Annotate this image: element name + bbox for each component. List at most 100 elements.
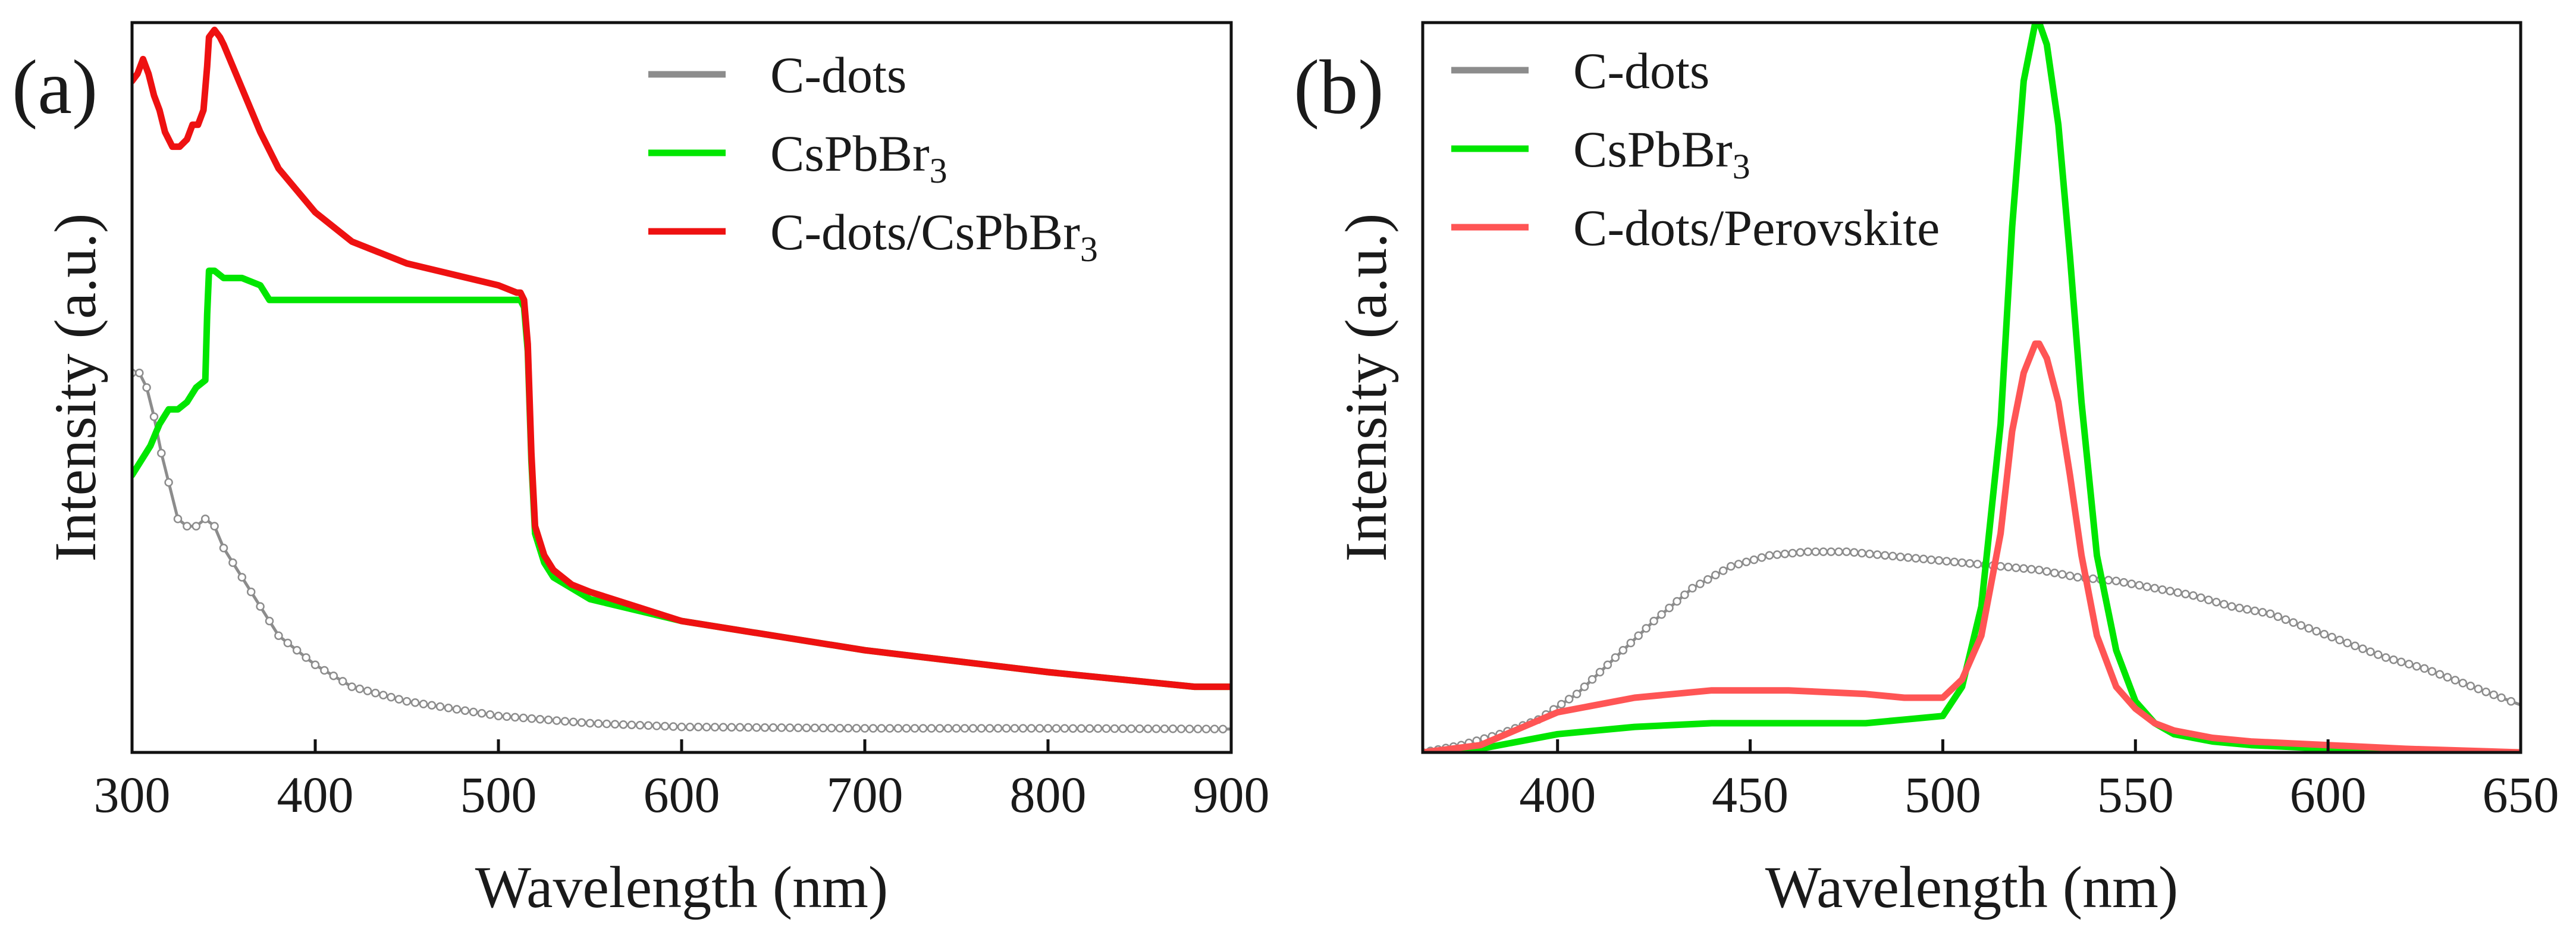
data-point [402, 697, 412, 706]
data-point [2420, 664, 2429, 673]
data-point [320, 666, 329, 675]
data-point [1201, 724, 1211, 733]
data-point [200, 515, 210, 523]
data-point [652, 721, 661, 730]
data-point [1151, 724, 1161, 733]
legend-label: C-dots [1573, 42, 1709, 99]
data-point [210, 522, 219, 531]
data-point [1127, 724, 1136, 733]
data-point [1780, 550, 1790, 559]
x-tick-label: 300 [94, 766, 171, 823]
data-point [1934, 556, 1944, 565]
x-tick-label: 450 [1712, 766, 1789, 823]
data-point [2474, 685, 2483, 694]
data-point [1018, 724, 1028, 733]
series-c-dots-perovskite [1423, 340, 2521, 752]
data-point [1881, 551, 1890, 560]
data-point [843, 724, 853, 733]
data-point [1085, 724, 1094, 733]
data-point [1603, 660, 1612, 670]
series-line [132, 267, 1231, 691]
data-point [2320, 629, 2329, 639]
data-point [943, 724, 953, 733]
data-point [2012, 563, 2020, 572]
data-point [237, 573, 247, 582]
data-point [338, 677, 347, 686]
data-point [1957, 558, 1967, 567]
data-point [460, 706, 470, 715]
data-point [2065, 571, 2075, 581]
data-point [1819, 547, 1828, 556]
data-point [2212, 597, 2221, 607]
legend: C-dots CsPbBr3 C-dots/CsPbBr3 [648, 46, 1098, 269]
data-point [735, 723, 745, 732]
data-point [419, 699, 428, 708]
data-point [410, 698, 420, 707]
x-tick-label: 600 [2290, 766, 2367, 823]
data-point [535, 714, 545, 724]
data-point [1642, 624, 1651, 633]
data-point [502, 712, 512, 721]
data-point [310, 660, 320, 670]
data-point [2481, 687, 2490, 697]
legend-label: C-dots/Perovskite [1573, 199, 1940, 256]
data-point [2111, 576, 2121, 585]
x-tick-label: 650 [2483, 766, 2559, 823]
series-c-dots [132, 368, 1231, 733]
data-point [2227, 602, 2236, 611]
data-point [1842, 547, 1851, 556]
panel-label: (a) [12, 45, 98, 130]
data-point [2189, 591, 2198, 600]
data-point [1580, 682, 1589, 691]
data-point [173, 515, 183, 523]
data-point [777, 723, 786, 732]
data-point [1572, 689, 1582, 699]
data-point [2158, 585, 2167, 594]
data-point [1703, 575, 1712, 584]
data-point [2266, 609, 2275, 619]
data-point [1718, 566, 1728, 575]
x-tick-label: 400 [277, 766, 354, 823]
data-point [2057, 570, 2067, 579]
data-point [1850, 548, 1859, 557]
x-tick-label: 500 [1904, 766, 1981, 823]
data-point [1680, 590, 1689, 600]
data-point [2204, 595, 2213, 604]
data-point [371, 688, 380, 698]
data-point [1557, 699, 1566, 709]
data-point [2296, 621, 2306, 630]
data-point [2289, 618, 2298, 627]
data-point [802, 723, 811, 732]
data-point [602, 719, 611, 729]
data-point [1634, 631, 1643, 640]
data-point [157, 448, 166, 458]
data-point [918, 724, 928, 733]
data-point [2019, 564, 2028, 573]
data-point [560, 717, 570, 726]
data-point [785, 723, 795, 732]
data-point [1726, 561, 1736, 571]
data-point [1858, 548, 1866, 558]
data-point [2497, 693, 2506, 702]
data-point [868, 724, 878, 733]
data-point [1052, 724, 1061, 733]
data-point [1143, 724, 1153, 733]
data-point [1027, 724, 1036, 733]
data-point [1210, 724, 1219, 733]
data-point [768, 723, 778, 732]
series-cspbbr3 [132, 267, 1231, 691]
y-axis-title: Intensity (a.u.) [42, 214, 108, 562]
data-point [927, 724, 936, 733]
data-point [1896, 552, 1905, 561]
legend-label: CsPbBr3 [770, 125, 947, 190]
data-point [2351, 641, 2359, 651]
data-point [485, 710, 495, 719]
x-axis-title: Wavelength (nm) [475, 854, 888, 920]
data-point [2396, 657, 2406, 667]
data-point [2343, 638, 2352, 648]
data-point [2412, 661, 2421, 671]
data-point [2242, 605, 2252, 614]
data-point [1564, 695, 1574, 704]
data-point [2435, 670, 2445, 679]
data-point [993, 724, 1003, 733]
